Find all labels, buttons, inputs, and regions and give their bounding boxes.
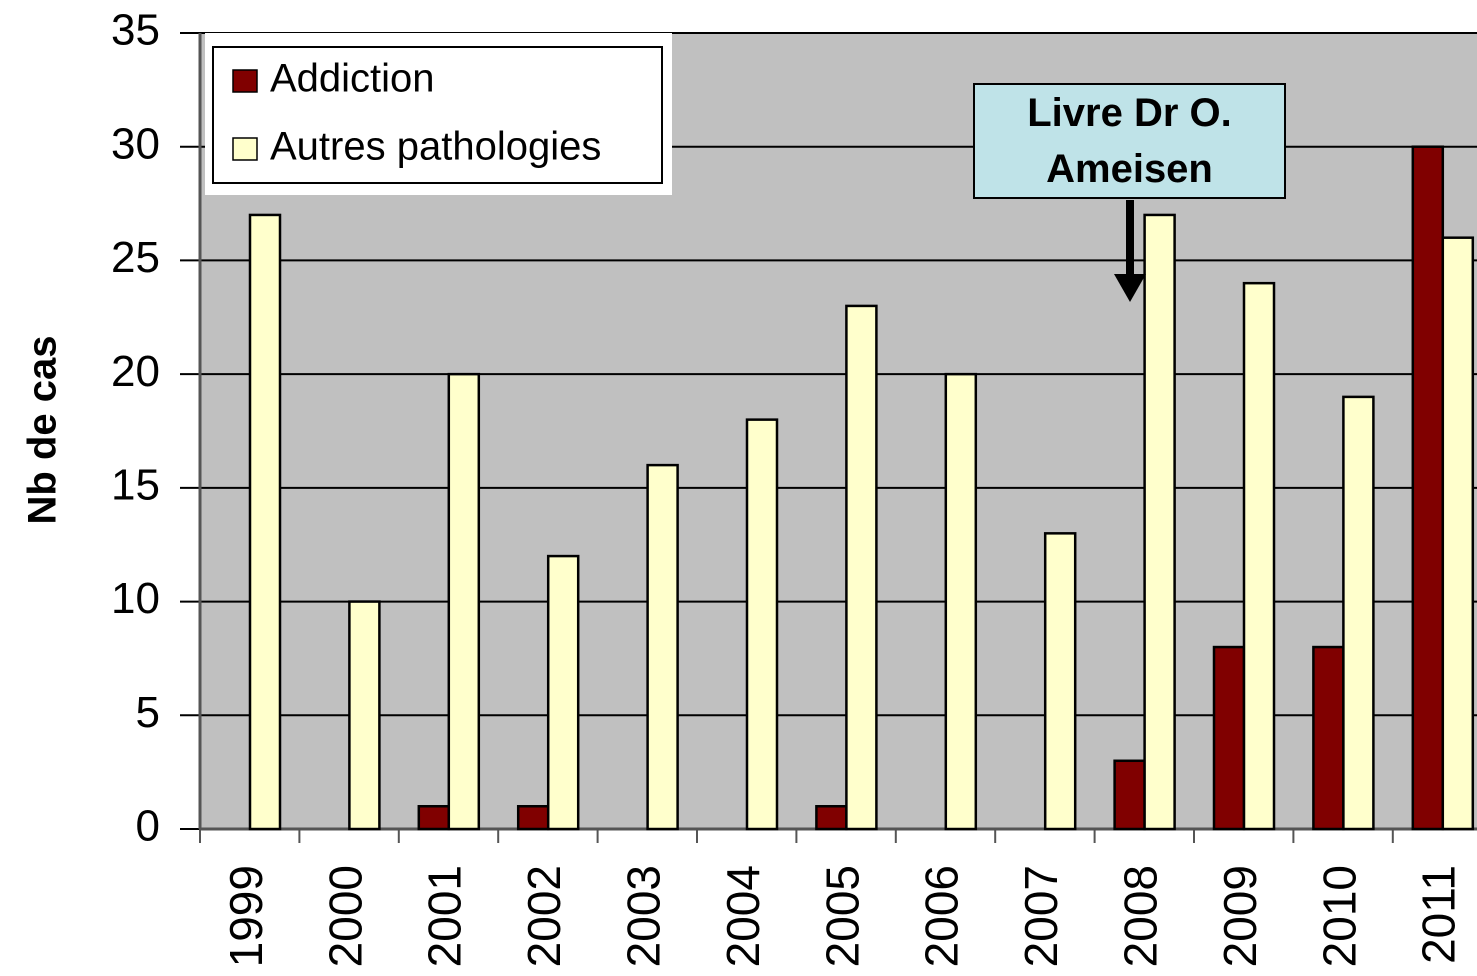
x-tick-label: 2007 [1015,865,1067,967]
x-tick-label: 2008 [1114,865,1166,967]
y-tick-label: 10 [111,574,160,623]
x-tick-label: 2000 [319,865,371,967]
y-tick-label: 35 [111,6,160,55]
x-tick-label: 2004 [717,865,769,967]
bar [845,304,878,831]
x-tick-label: 2003 [617,865,669,967]
y-tick-label: 25 [111,233,160,282]
x-tick-label: 2006 [916,865,968,967]
bar [546,554,580,831]
bar [646,463,679,831]
legend-frame [212,46,663,184]
bar [1242,281,1276,831]
annotation-arrowhead [1114,274,1146,302]
legend-label: Addiction [270,57,435,101]
bar [944,372,978,831]
bar [1043,532,1077,831]
bar [417,805,451,831]
legend-swatch [232,137,258,161]
bar [1312,645,1345,831]
bar [745,418,779,831]
y-tick-label: 20 [111,347,160,396]
x-tick-label: 2010 [1313,865,1365,967]
bar [516,805,550,831]
bar [1342,395,1375,831]
y-tick-label: 15 [111,460,160,509]
y-axis-label: Nb de cas [21,336,65,525]
y-tick-label: 30 [111,119,160,168]
x-tick-label: 2002 [518,865,570,967]
annotation: Livre Dr O. Ameisen [973,83,1286,199]
x-tick-label: 1999 [220,865,272,967]
x-tick-label: 2011 [1413,865,1465,964]
x-tick-label: 2001 [419,865,471,967]
x-tick-label: 2009 [1214,865,1266,967]
y-tick-label: 5 [136,688,160,737]
bar [1212,645,1246,831]
bar [447,372,481,831]
legend-swatch [232,69,258,93]
legend-label: Autres pathologies [270,125,601,169]
x-tick-label: 2005 [816,865,868,967]
bar [248,213,282,831]
bar [1143,213,1176,831]
bar [815,805,848,831]
bar [348,600,381,831]
bar [1411,145,1445,831]
bar [1441,236,1475,831]
bar [1113,759,1146,831]
y-tick-label: 0 [136,802,160,851]
